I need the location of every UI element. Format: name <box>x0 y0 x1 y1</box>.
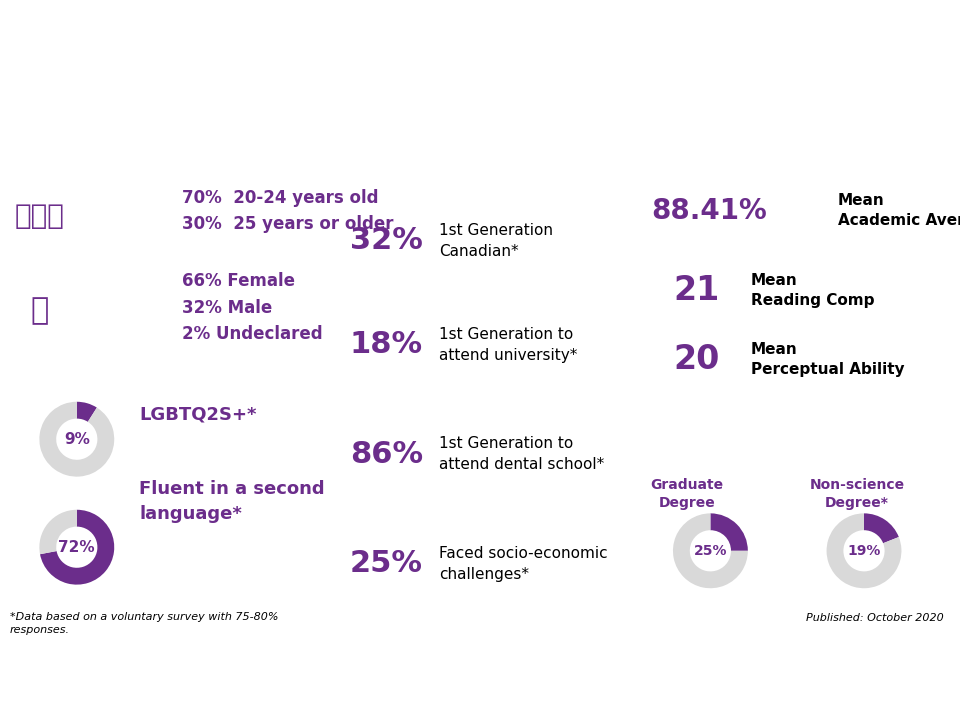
Text: 9%: 9% <box>64 432 89 446</box>
Text: Fluent in a second
language*: Fluent in a second language* <box>139 480 324 523</box>
Text: *Data based on a voluntary survey with 75-80%
responses.: *Data based on a voluntary survey with 7… <box>10 611 278 635</box>
Text: 70%  20-24 years old
30%  25 years or older: 70% 20-24 years old 30% 25 years or olde… <box>182 189 394 233</box>
Text: 21: 21 <box>673 274 719 307</box>
Text: Mean
Perceptual Ability: Mean Perceptual Ability <box>751 343 904 377</box>
Text: Mean
Academic Average: Mean Academic Average <box>838 194 960 228</box>
Wedge shape <box>710 513 748 551</box>
Text: 25%: 25% <box>350 549 423 578</box>
Text: 18%: 18% <box>350 330 423 359</box>
Text: Graduate
Degree: Graduate Degree <box>650 478 723 510</box>
Text: Western: Western <box>757 672 875 696</box>
Text: 1st Generation to
attend university*: 1st Generation to attend university* <box>439 327 577 363</box>
Text: 20: 20 <box>673 343 719 377</box>
Wedge shape <box>77 402 97 422</box>
Text: Meet the Schulich Dentistry: Meet the Schulich Dentistry <box>339 18 621 36</box>
Wedge shape <box>40 510 114 585</box>
Wedge shape <box>39 510 77 554</box>
Text: 👥👥👥: 👥👥👥 <box>14 202 64 230</box>
Text: Non-science
Degree*: Non-science Degree* <box>809 478 904 510</box>
Text: 1st Generation to
attend dental school*: 1st Generation to attend dental school* <box>439 436 604 472</box>
Text: 86%: 86% <box>350 440 423 469</box>
Text: 25%: 25% <box>694 544 727 558</box>
Text: 👯: 👯 <box>31 296 49 325</box>
Wedge shape <box>673 513 748 588</box>
Text: 19%: 19% <box>848 544 880 558</box>
Text: CLASS OF 2024: CLASS OF 2024 <box>266 55 694 103</box>
Text: 32%: 32% <box>350 226 423 255</box>
Text: 66% Female
32% Male
2% Undeclared: 66% Female 32% Male 2% Undeclared <box>182 272 323 343</box>
Wedge shape <box>864 513 899 543</box>
Text: Published: October 2020: Published: October 2020 <box>806 613 944 624</box>
Text: 1st Generation
Canadian*: 1st Generation Canadian* <box>439 222 553 258</box>
Text: Schulich
MEDICINE & DENTISTRY: Schulich MEDICINE & DENTISTRY <box>58 669 243 699</box>
Text: 88.41%: 88.41% <box>651 197 767 225</box>
Text: LGBTQ2S+*: LGBTQ2S+* <box>139 405 256 423</box>
Wedge shape <box>39 402 114 477</box>
Text: 72%: 72% <box>59 540 95 554</box>
Text: Mean
Reading Comp: Mean Reading Comp <box>751 273 875 307</box>
Text: Faced socio-economic
challenges*: Faced socio-economic challenges* <box>439 546 608 582</box>
Text: 56 Admitted: 56 Admitted <box>403 121 557 145</box>
Wedge shape <box>827 513 901 588</box>
